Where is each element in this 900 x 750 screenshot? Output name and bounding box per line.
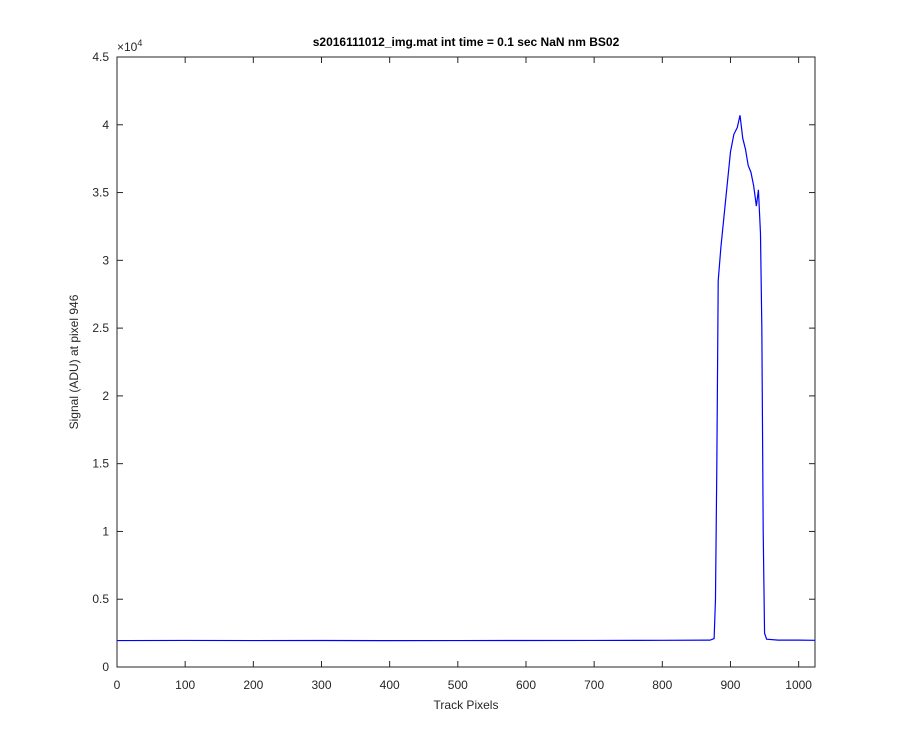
y-tick-label: 1 [102,524,109,538]
y-axis-label: Signal (ADU) at pixel 946 [67,294,81,429]
y-tick-label: 0 [102,660,109,674]
x-tick-label: 100 [175,678,195,692]
y-tick-label: 1.5 [92,457,109,471]
x-tick-label: 200 [243,678,263,692]
x-tick-label: 900 [720,678,740,692]
x-tick-label: 700 [584,678,604,692]
x-tick-label: 500 [448,678,468,692]
x-tick-label: 600 [516,678,536,692]
x-tick-label: 0 [114,678,121,692]
multiplier-exponent: 4 [137,38,142,48]
x-tick-label: 800 [652,678,672,692]
y-tick-label: 4.5 [92,50,109,64]
axes-box [116,56,816,668]
x-tick-label: 1000 [785,678,812,692]
multiplier-base: ×10 [117,40,138,54]
x-tick-label: 400 [380,678,400,692]
chart-title: s2016111012_img.mat int time = 0.1 sec N… [313,35,620,49]
x-tick-label: 300 [311,678,331,692]
y-tick-label: 4 [102,118,109,132]
y-multiplier: ×104 [117,38,142,54]
y-tick-label: 3.5 [92,186,109,200]
data-line [116,115,816,642]
x-axis-label: Track Pixels [434,698,499,712]
y-tick-label: 3 [102,253,109,267]
y-tick-label: 0.5 [92,592,109,606]
y-tick-label: 2.5 [92,321,109,335]
y-tick-label: 2 [102,389,109,403]
